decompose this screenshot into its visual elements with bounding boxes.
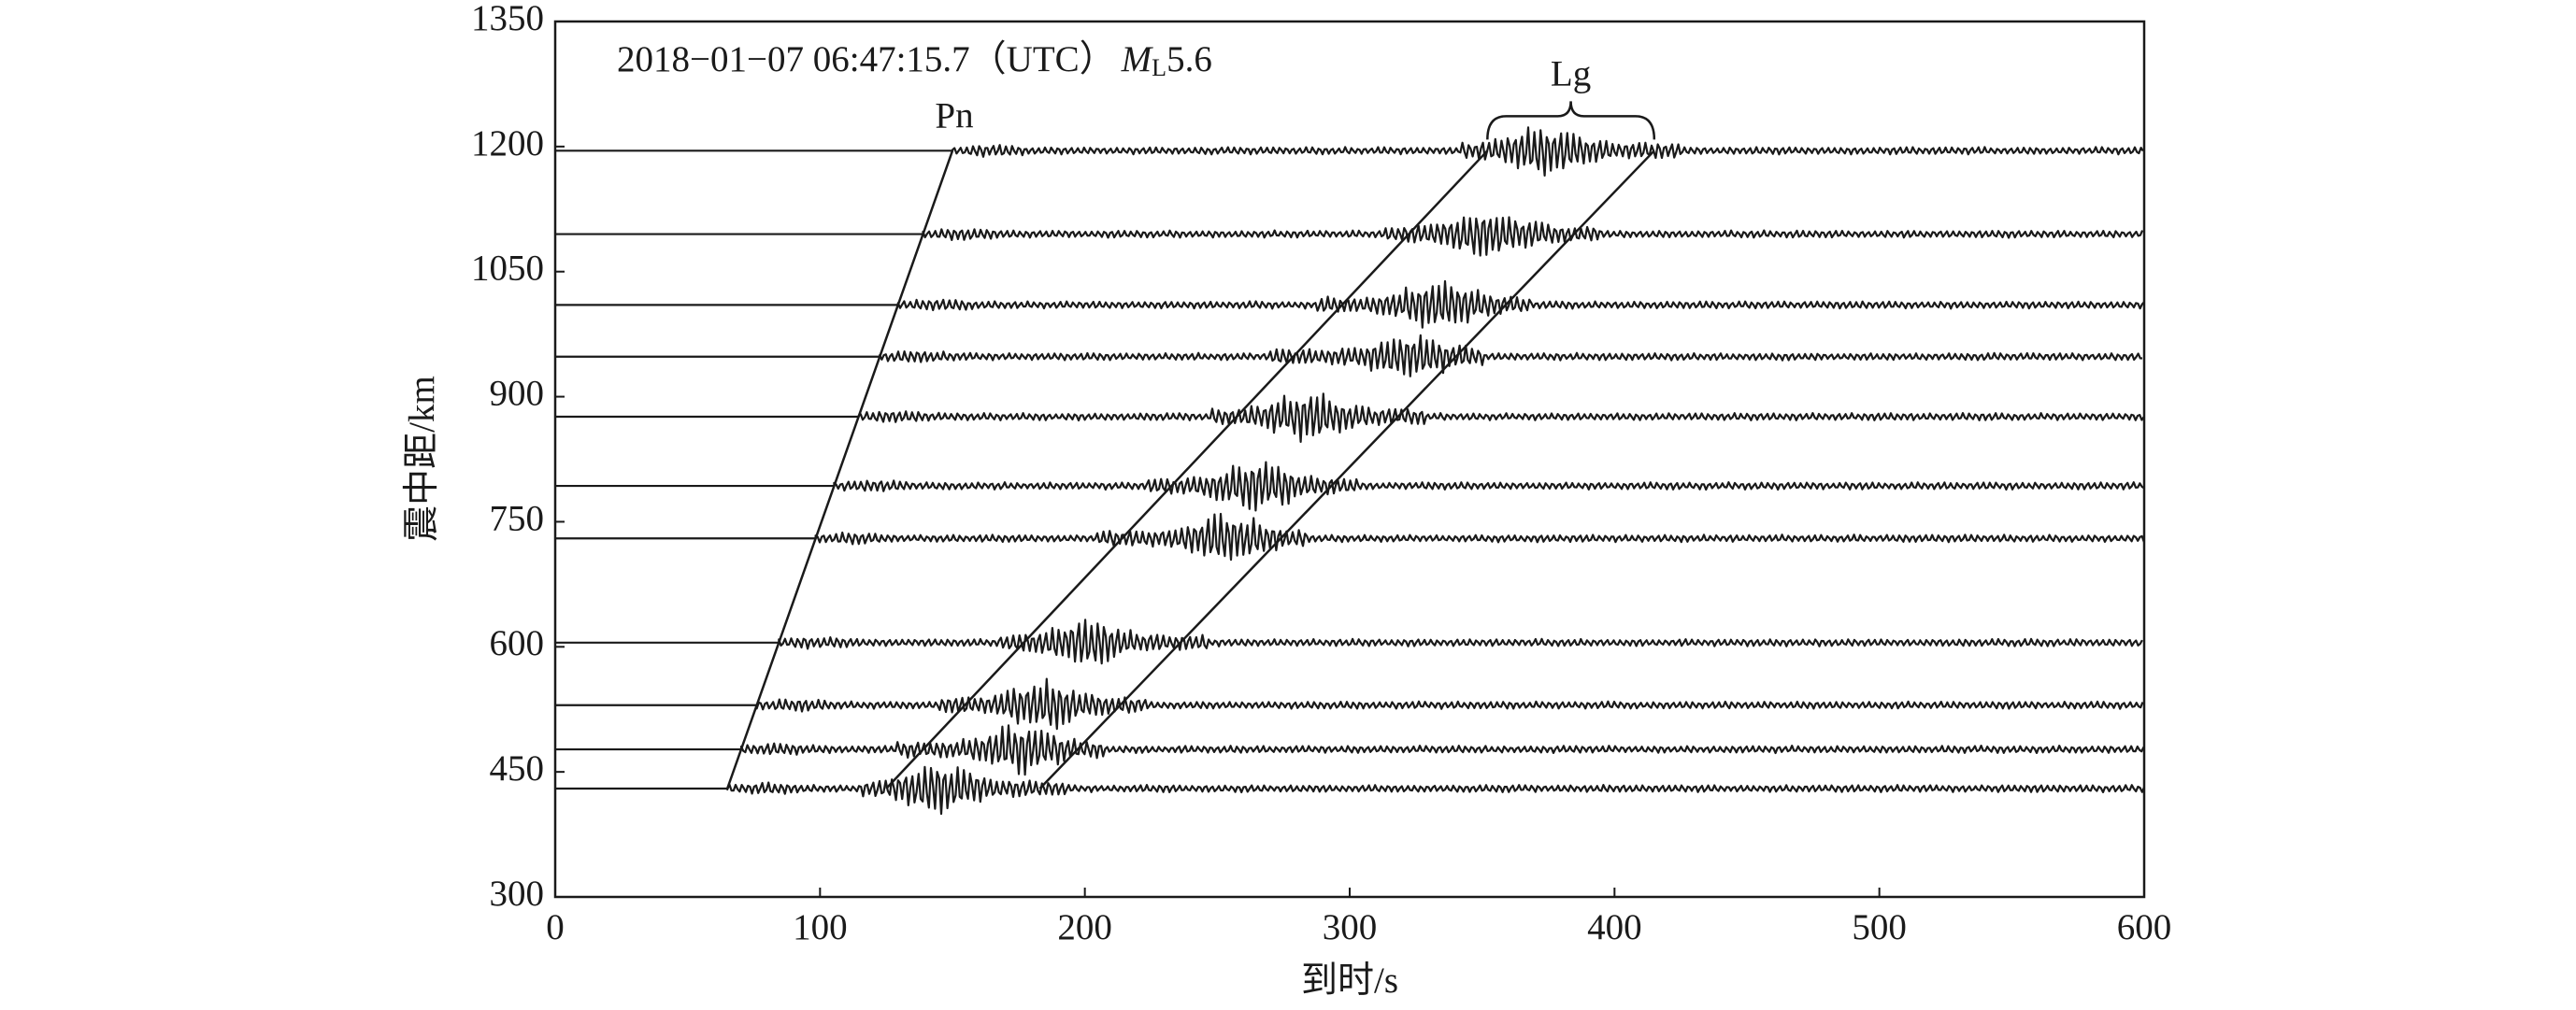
x-tick-label: 100 (793, 907, 848, 947)
seismogram-trace (555, 126, 2144, 177)
x-tick-label: 400 (1587, 907, 1642, 947)
seismogram-trace (555, 461, 2145, 512)
x-tick-label: 200 (1057, 907, 1112, 947)
y-tick-label: 300 (490, 874, 545, 914)
magnitude: 5.6 (1166, 39, 1212, 79)
seismogram-trace (555, 512, 2145, 562)
seismogram-trace (555, 279, 2145, 329)
y-tick-label: 1200 (471, 123, 544, 164)
phase-line (1038, 149, 1655, 790)
seismogram-trace (555, 216, 2144, 257)
seismogram-trace (555, 724, 2145, 776)
phase-line (725, 149, 954, 790)
title-text: 2018−01−07 06:47:15.7（UTC） (617, 39, 1116, 79)
phase-brace (1486, 101, 1656, 140)
phase-line (885, 149, 1489, 790)
y-axis-label: 震中距/km (402, 376, 442, 542)
magnitude-subscript: L (1152, 54, 1166, 81)
x-tick-label: 600 (2117, 907, 2172, 947)
y-tick-label: 600 (490, 623, 545, 663)
x-tick-label: 500 (1852, 907, 1907, 947)
seismogram-trace (555, 619, 2143, 665)
phase-label: Lg (1551, 53, 1591, 93)
x-tick-label: 0 (546, 907, 565, 947)
y-tick-label: 450 (490, 748, 545, 789)
y-tick-label: 1050 (471, 249, 544, 289)
x-tick-label: 300 (1323, 907, 1378, 947)
magnitude-symbol: M (1121, 39, 1154, 79)
y-tick-label: 750 (490, 498, 545, 538)
phase-label: Pn (935, 95, 973, 135)
chart-title: 2018−01−07 06:47:15.7（UTC） ML5.6 (617, 39, 1212, 81)
seismogram-trace (555, 334, 2143, 377)
y-tick-label: 900 (490, 374, 545, 414)
x-axis-label: 到时/s (1301, 960, 1398, 1001)
seismogram-trace (555, 765, 2146, 816)
seismogram-trace (555, 392, 2145, 443)
y-tick-label: 1350 (471, 0, 544, 38)
seismogram-trace (555, 677, 2144, 731)
